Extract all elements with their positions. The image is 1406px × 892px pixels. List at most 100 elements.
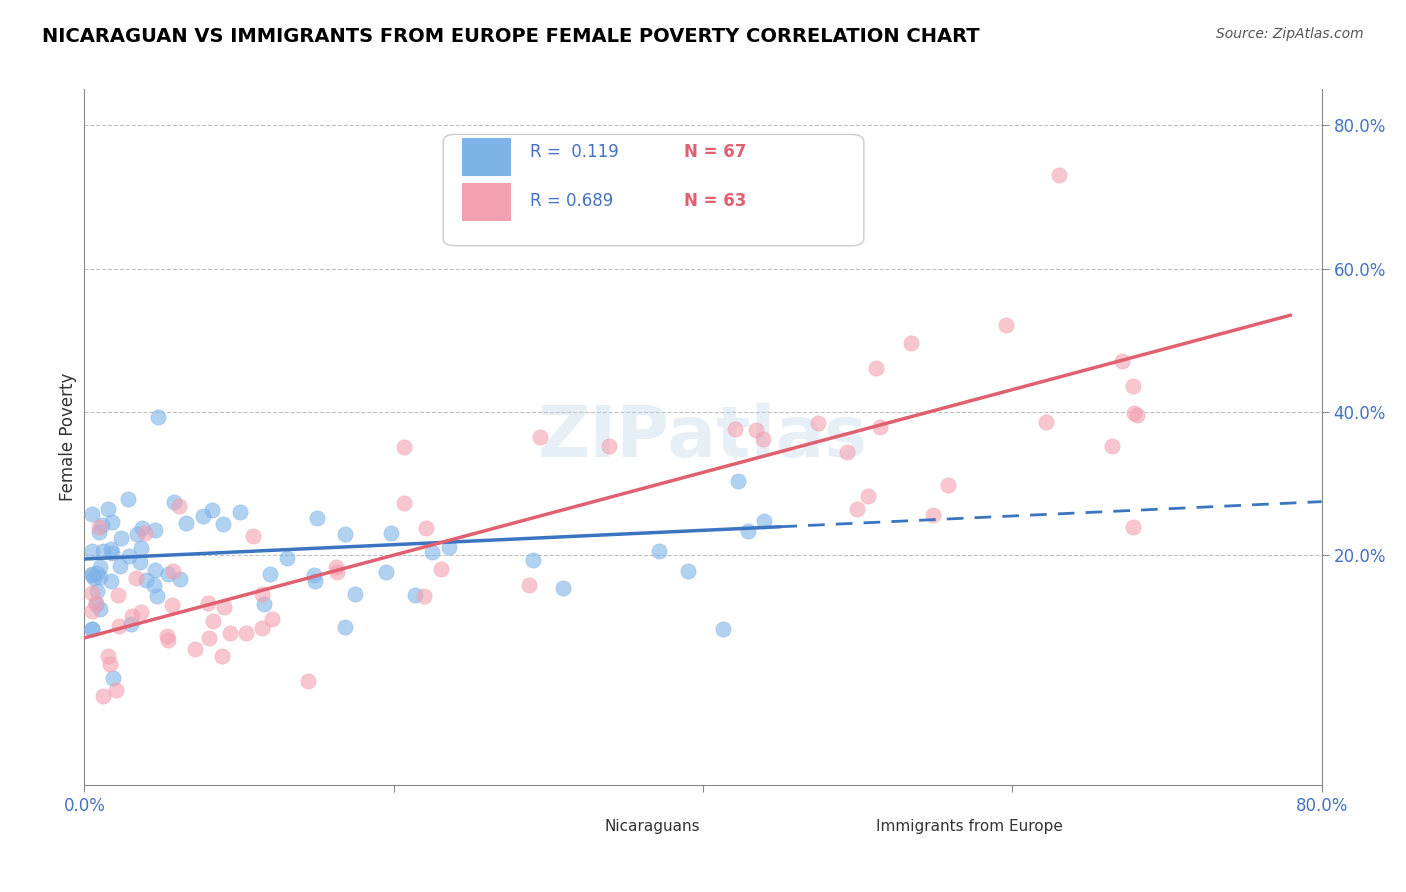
Point [201, 614, 224, 628]
Point [242, 528, 264, 542]
Point [91, 544, 114, 558]
Text: N = 67: N = 67 [685, 143, 747, 161]
Point [96, 502, 118, 516]
Point [100, 574, 122, 588]
Point [333, 526, 356, 541]
Point [845, 501, 868, 516]
Point [86, 566, 108, 581]
Point [713, 622, 735, 636]
Point [394, 495, 416, 509]
Point [865, 360, 887, 375]
Point [82, 603, 104, 617]
Point [91, 690, 114, 704]
Point [89, 520, 111, 534]
Point [252, 587, 274, 601]
Point [89, 560, 111, 574]
Point [105, 682, 128, 697]
Point [995, 318, 1018, 332]
Point [297, 674, 319, 689]
Point [82, 507, 104, 521]
Point [724, 422, 747, 436]
Y-axis label: Female Poverty: Female Poverty [59, 373, 77, 501]
Point [211, 516, 233, 531]
Point [120, 617, 142, 632]
Point [156, 632, 179, 647]
Point [129, 555, 152, 569]
Point [235, 625, 257, 640]
Point [101, 546, 124, 560]
Point [197, 632, 219, 646]
Point [83, 571, 105, 585]
Point [108, 559, 131, 574]
Point [211, 648, 233, 663]
Point [101, 515, 124, 529]
Point [174, 516, 197, 530]
Text: Nicaraguans: Nicaraguans [605, 819, 700, 834]
Point [420, 545, 443, 559]
Point [304, 574, 326, 588]
Point [201, 503, 224, 517]
Point [439, 540, 461, 554]
Point [89, 569, 111, 583]
Point [1123, 406, 1146, 420]
Point [135, 573, 157, 587]
Point [146, 409, 169, 424]
Point [412, 589, 434, 603]
Text: N = 63: N = 63 [685, 192, 747, 210]
Point [394, 440, 416, 454]
Point [86, 584, 108, 599]
Point [89, 602, 111, 616]
Point [745, 423, 768, 437]
Point [529, 430, 551, 444]
Point [522, 552, 544, 566]
Point [145, 563, 167, 577]
Point [162, 495, 184, 509]
Point [127, 526, 149, 541]
Point [117, 491, 139, 506]
Point [169, 572, 191, 586]
Point [598, 439, 620, 453]
Bar [461, 138, 512, 177]
Point [252, 598, 274, 612]
Point [1101, 439, 1123, 453]
Point [807, 417, 830, 431]
Point [118, 549, 141, 563]
Point [97, 648, 120, 663]
Point [193, 508, 215, 523]
Point [921, 508, 943, 522]
Point [129, 605, 152, 619]
FancyBboxPatch shape [443, 135, 863, 245]
Point [84, 597, 107, 611]
Point [404, 589, 426, 603]
Point [727, 474, 749, 488]
Point [142, 578, 165, 592]
Point [380, 526, 402, 541]
Point [134, 526, 156, 541]
Bar [554, 813, 592, 840]
Point [1047, 168, 1070, 182]
Point [752, 432, 775, 446]
Point [169, 499, 191, 513]
Point [107, 619, 129, 633]
Point [551, 581, 574, 595]
Point [1122, 520, 1144, 534]
Point [197, 596, 219, 610]
Point [333, 620, 356, 634]
Point [900, 335, 922, 350]
Point [125, 571, 148, 585]
Point [82, 566, 104, 581]
Point [82, 568, 104, 582]
Point [82, 622, 104, 636]
Point [129, 541, 152, 555]
Point [121, 609, 143, 624]
Text: R = 0.689: R = 0.689 [530, 192, 613, 210]
Text: Source: ZipAtlas.com: Source: ZipAtlas.com [1216, 27, 1364, 41]
Point [90, 518, 112, 533]
Point [737, 524, 759, 539]
Point [1111, 353, 1133, 368]
Point [517, 577, 540, 591]
Point [229, 505, 252, 519]
Bar [827, 813, 863, 840]
Point [110, 532, 132, 546]
Point [162, 564, 184, 578]
